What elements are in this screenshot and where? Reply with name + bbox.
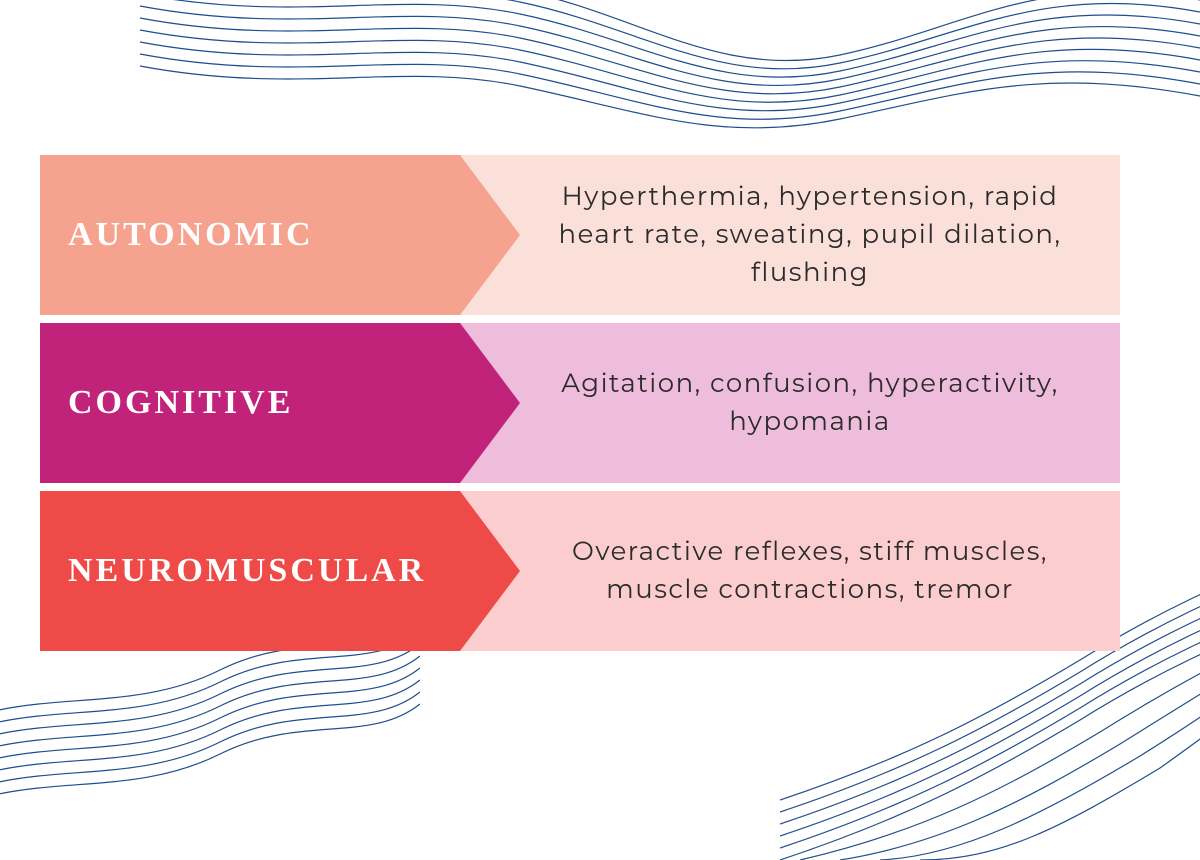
category-label-text: COGNITIVE (68, 384, 293, 422)
category-description-text: Hyperthermia, hypertension, rapid heart … (540, 178, 1080, 291)
category-description-text: Overactive reflexes, stiff muscles, musc… (540, 533, 1080, 608)
category-label-text: AUTONOMIC (68, 216, 314, 254)
category-description: Agitation, confusion, hyperactivity, hyp… (460, 323, 1120, 483)
category-row: NEUROMUSCULAR Overactive reflexes, stiff … (40, 491, 1120, 651)
category-description: Hyperthermia, hypertension, rapid heart … (460, 155, 1120, 315)
category-description: Overactive reflexes, stiff muscles, musc… (460, 491, 1120, 651)
category-row: COGNITIVE Agitation, confusion, hyperacti… (40, 323, 1120, 483)
decorative-waves-top (0, 0, 1200, 160)
category-rows: AUTONOMIC Hyperthermia, hypertension, rap… (40, 155, 1120, 659)
category-label-arrow: AUTONOMIC (40, 155, 460, 315)
category-label-text: NEUROMUSCULAR (68, 552, 426, 590)
category-row: AUTONOMIC Hyperthermia, hypertension, rap… (40, 155, 1120, 315)
category-label-arrow: NEUROMUSCULAR (40, 491, 460, 651)
category-label-arrow: COGNITIVE (40, 323, 460, 483)
category-description-text: Agitation, confusion, hyperactivity, hyp… (540, 365, 1080, 440)
